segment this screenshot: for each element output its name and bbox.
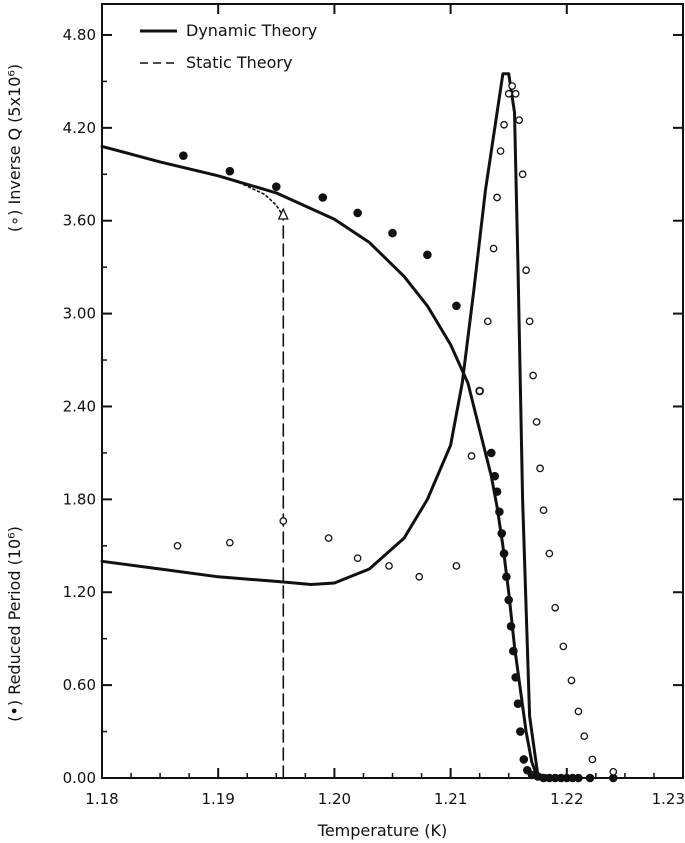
inverse-q-point	[225, 538, 234, 547]
chart-series	[100, 72, 569, 780]
inverse-q-point	[483, 317, 492, 326]
y-tick-label: 4.20	[63, 119, 96, 137]
y-tick-label: 3.60	[63, 212, 96, 230]
inverse-q-point	[475, 387, 484, 395]
y-tick-label: 1.20	[63, 583, 96, 601]
reduced-period-point	[490, 471, 500, 481]
inverse-q-point	[609, 767, 618, 776]
reduced-period-point	[516, 727, 525, 736]
inverse-q-point	[551, 603, 560, 612]
legend-label: Static Theory	[186, 53, 292, 72]
legend-label: Dynamic Theory	[186, 21, 317, 40]
reduced-period-point	[495, 507, 504, 517]
inverse-q-point	[496, 147, 505, 155]
x-tick-label: 1.22	[550, 790, 583, 808]
chart-legend: Dynamic Theory Static Theory	[140, 21, 317, 72]
reduced-period-point	[509, 646, 518, 656]
reduced-period-point	[388, 228, 397, 238]
reduced-period-point	[452, 301, 461, 311]
x-tick-label: 1.18	[85, 790, 118, 808]
x-tick-label: 1.20	[318, 790, 351, 808]
reduced-period-point	[506, 621, 516, 631]
inverse-q-point	[508, 82, 517, 90]
x-tick-label: 1.19	[201, 790, 234, 808]
inverse-q-point	[559, 642, 568, 651]
inverse-q-point	[415, 572, 424, 581]
reduced-period-point	[497, 529, 507, 538]
reduced-period-point	[353, 208, 362, 218]
inverse-q-point	[385, 562, 393, 570]
y-axis-title-reduced-period: (•) Reduced Period (10⁶)	[5, 526, 24, 722]
inverse-q-point	[529, 371, 537, 380]
y-tick-label: 0.60	[63, 676, 96, 694]
inverse-q-point	[489, 244, 498, 253]
inverse-q-point	[580, 732, 589, 741]
reduced-period-point	[492, 487, 502, 496]
reduced-period-point	[511, 673, 520, 682]
inverse-q-point	[493, 193, 501, 202]
inverse-q-point	[279, 517, 288, 525]
y-tick-label: 2.40	[63, 397, 96, 415]
inverse-q-point	[522, 266, 530, 275]
inverse-q-point	[588, 755, 597, 764]
y-tick-label: 0.00	[63, 769, 96, 787]
x-tick-label: 1.21	[434, 790, 467, 808]
reduced-period-point	[502, 572, 511, 582]
inverse-q-point	[532, 418, 541, 426]
reduced-period-point	[519, 755, 529, 764]
reduced-period-point	[179, 151, 188, 161]
inverse-q-point	[452, 562, 461, 570]
x-tick-label: 1.23	[652, 790, 685, 808]
reduced-period-point	[513, 699, 523, 708]
inverse-q-point	[467, 452, 476, 460]
reduced-period-point	[486, 448, 496, 458]
reduced-period-point	[423, 250, 432, 260]
reduced-period-point	[585, 773, 595, 783]
y-tick-label: 4.80	[63, 26, 96, 44]
reduced-period-point	[574, 773, 583, 783]
y-tick-label: 3.00	[63, 305, 96, 323]
reduced-period-point	[499, 549, 509, 558]
inverse-q-point	[574, 707, 583, 716]
inverse-q-point	[518, 170, 527, 179]
inverse-q-point	[567, 676, 576, 685]
chart-markers	[173, 82, 618, 783]
inverse-q-point	[500, 120, 508, 129]
reduced-period-point	[318, 193, 328, 202]
plot-axes: 1.18 1.19 1.20 1.21 1.22 1.23 0.00 0.60 1.20 1.80…	[5, 3, 685, 840]
inverse-q-point	[536, 464, 544, 473]
inverse-q-point	[353, 554, 362, 563]
y-axis-title-inverse-q: (∘) Inverse Q (5x10⁶)	[5, 64, 24, 232]
inverse-q-point	[511, 89, 520, 98]
inverse-q-point	[525, 317, 534, 326]
inverse-q-point	[545, 549, 554, 558]
inverse-q-point	[173, 541, 182, 550]
x-axis-title: Temperature (K)	[317, 821, 447, 840]
reduced-period-point	[225, 166, 235, 176]
reduced-period-point	[272, 182, 281, 191]
inverse-q-point	[515, 116, 524, 124]
series-line-solid	[100, 72, 569, 780]
y-tick-label: 1.80	[63, 490, 96, 508]
series-line-solid	[100, 144, 540, 780]
inverse-q-triangle-point	[277, 207, 289, 220]
series-line-dotted	[170, 164, 283, 216]
plot-frame	[101, 3, 684, 779]
inverse-q-point	[539, 506, 548, 515]
inverse-q-point	[324, 534, 333, 542]
inverse-q-point	[504, 89, 513, 98]
reduced-period-point	[504, 595, 514, 605]
